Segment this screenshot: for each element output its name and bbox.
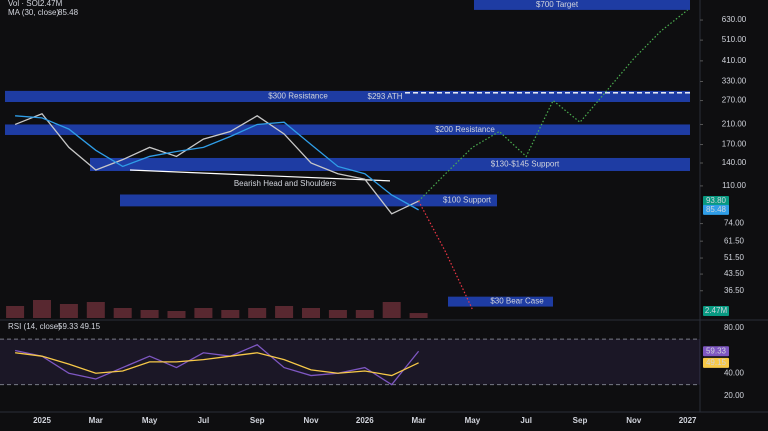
price-line bbox=[14, 344, 420, 386]
legend-name: Vol · SOL bbox=[8, 0, 43, 8]
price-line bbox=[15, 115, 419, 211]
volume-bar bbox=[59, 304, 78, 318]
volume-bar bbox=[6, 306, 25, 318]
x-tick-label: Mar bbox=[89, 416, 103, 425]
y-tick-label: 36.50 bbox=[724, 286, 745, 295]
rsi-tick-label: 20.00 bbox=[724, 391, 745, 400]
zone-label: $200 Resistance bbox=[435, 125, 495, 134]
zone bbox=[5, 124, 690, 135]
price-tag-label: 2.47M bbox=[705, 306, 728, 315]
volume-bar bbox=[328, 310, 347, 318]
legend-value: 85.48 bbox=[58, 8, 79, 17]
price-tag bbox=[703, 357, 729, 368]
volume-bar bbox=[194, 308, 213, 318]
volume-bar bbox=[113, 308, 132, 318]
volume-bar bbox=[167, 311, 186, 318]
volume-bar bbox=[221, 310, 240, 318]
volume-bar bbox=[355, 310, 374, 318]
x-tick-label: 2026 bbox=[356, 416, 374, 425]
price-tag-label: 93.80 bbox=[706, 196, 727, 205]
rsi-title: RSI (14, close) bbox=[8, 322, 61, 331]
volume-bar bbox=[33, 300, 51, 318]
x-tick-label: 2025 bbox=[33, 416, 51, 425]
x-tick-label: Sep bbox=[250, 416, 265, 425]
volume-bar bbox=[409, 313, 428, 318]
price-tag-label: 49.15 bbox=[706, 358, 727, 367]
x-tick-label: Jul bbox=[198, 416, 210, 425]
projection-line bbox=[418, 9, 688, 202]
volume-bar bbox=[86, 302, 105, 318]
price-tag bbox=[703, 204, 729, 215]
plot-layer: 2025 Mar May Jul Sep Nov 2026 Mar May Jul Sep Nov 20… bbox=[0, 0, 747, 425]
zone-label: $100 Support bbox=[443, 196, 492, 205]
projection-line bbox=[418, 200, 473, 310]
x-tick-label: May bbox=[465, 416, 481, 425]
ath-label: $293 ATH bbox=[368, 92, 403, 101]
y-tick-label: 270.00 bbox=[722, 96, 747, 105]
zone-label: $300 Resistance bbox=[268, 92, 328, 101]
volume-bar bbox=[248, 308, 267, 318]
zone bbox=[448, 296, 553, 307]
rsi-ma-value: 49.15 bbox=[80, 322, 101, 331]
y-tick-label: 43.50 bbox=[724, 269, 745, 278]
y-tick-label: 51.50 bbox=[724, 253, 745, 262]
y-tick-label: 330.00 bbox=[722, 77, 747, 86]
zone bbox=[120, 194, 497, 207]
rsi-tick-label: 40.00 bbox=[724, 368, 745, 377]
rsi-tick-label: 80.00 bbox=[724, 323, 745, 332]
x-tick-label: 2027 bbox=[679, 416, 697, 425]
price-tag bbox=[703, 306, 729, 316]
y-tick-label: 170.00 bbox=[722, 140, 747, 149]
y-tick-label: 61.50 bbox=[724, 236, 745, 245]
x-tick-label: May bbox=[142, 416, 158, 425]
volume-bar bbox=[275, 306, 294, 318]
neckline-label: Bearish Head and Shoulders bbox=[234, 179, 336, 188]
x-tick-label: Mar bbox=[411, 416, 425, 425]
y-tick-label: 74.00 bbox=[724, 219, 745, 228]
zone-label: $700 Target bbox=[536, 0, 579, 9]
y-tick-label: 410.00 bbox=[722, 56, 747, 65]
x-tick-label: Nov bbox=[303, 416, 319, 425]
zone-label: $130-$145 Support bbox=[491, 160, 560, 169]
zone bbox=[474, 0, 690, 10]
rsi-value: 59.33 bbox=[58, 322, 79, 331]
volume-bar bbox=[382, 302, 401, 318]
price-line bbox=[15, 352, 419, 377]
y-tick-label: 510.00 bbox=[722, 35, 747, 44]
volume-bar bbox=[140, 310, 159, 318]
y-tick-label: 140.00 bbox=[722, 158, 747, 167]
price-line bbox=[14, 112, 419, 215]
x-tick-label: Nov bbox=[626, 416, 642, 425]
zone-label: $30 Bear Case bbox=[490, 297, 544, 306]
zone bbox=[90, 157, 690, 171]
volume-bar bbox=[302, 308, 320, 318]
rsi-band bbox=[0, 339, 700, 385]
neckline bbox=[129, 169, 391, 182]
price-tag-label: 85.48 bbox=[706, 205, 727, 214]
legend-name: MA (30, close) bbox=[8, 8, 59, 17]
x-tick-label: Sep bbox=[573, 416, 588, 425]
y-tick-label: 110.00 bbox=[722, 181, 746, 190]
x-tick-label: Jul bbox=[520, 416, 532, 425]
y-tick-label: 210.00 bbox=[722, 120, 747, 129]
y-tick-label: 630.00 bbox=[722, 15, 747, 24]
legend-value: 2.47M bbox=[40, 0, 63, 8]
zone bbox=[5, 90, 690, 102]
price-tag bbox=[703, 346, 729, 357]
price-tag-label: 59.33 bbox=[706, 346, 727, 355]
price-tag bbox=[703, 196, 729, 207]
